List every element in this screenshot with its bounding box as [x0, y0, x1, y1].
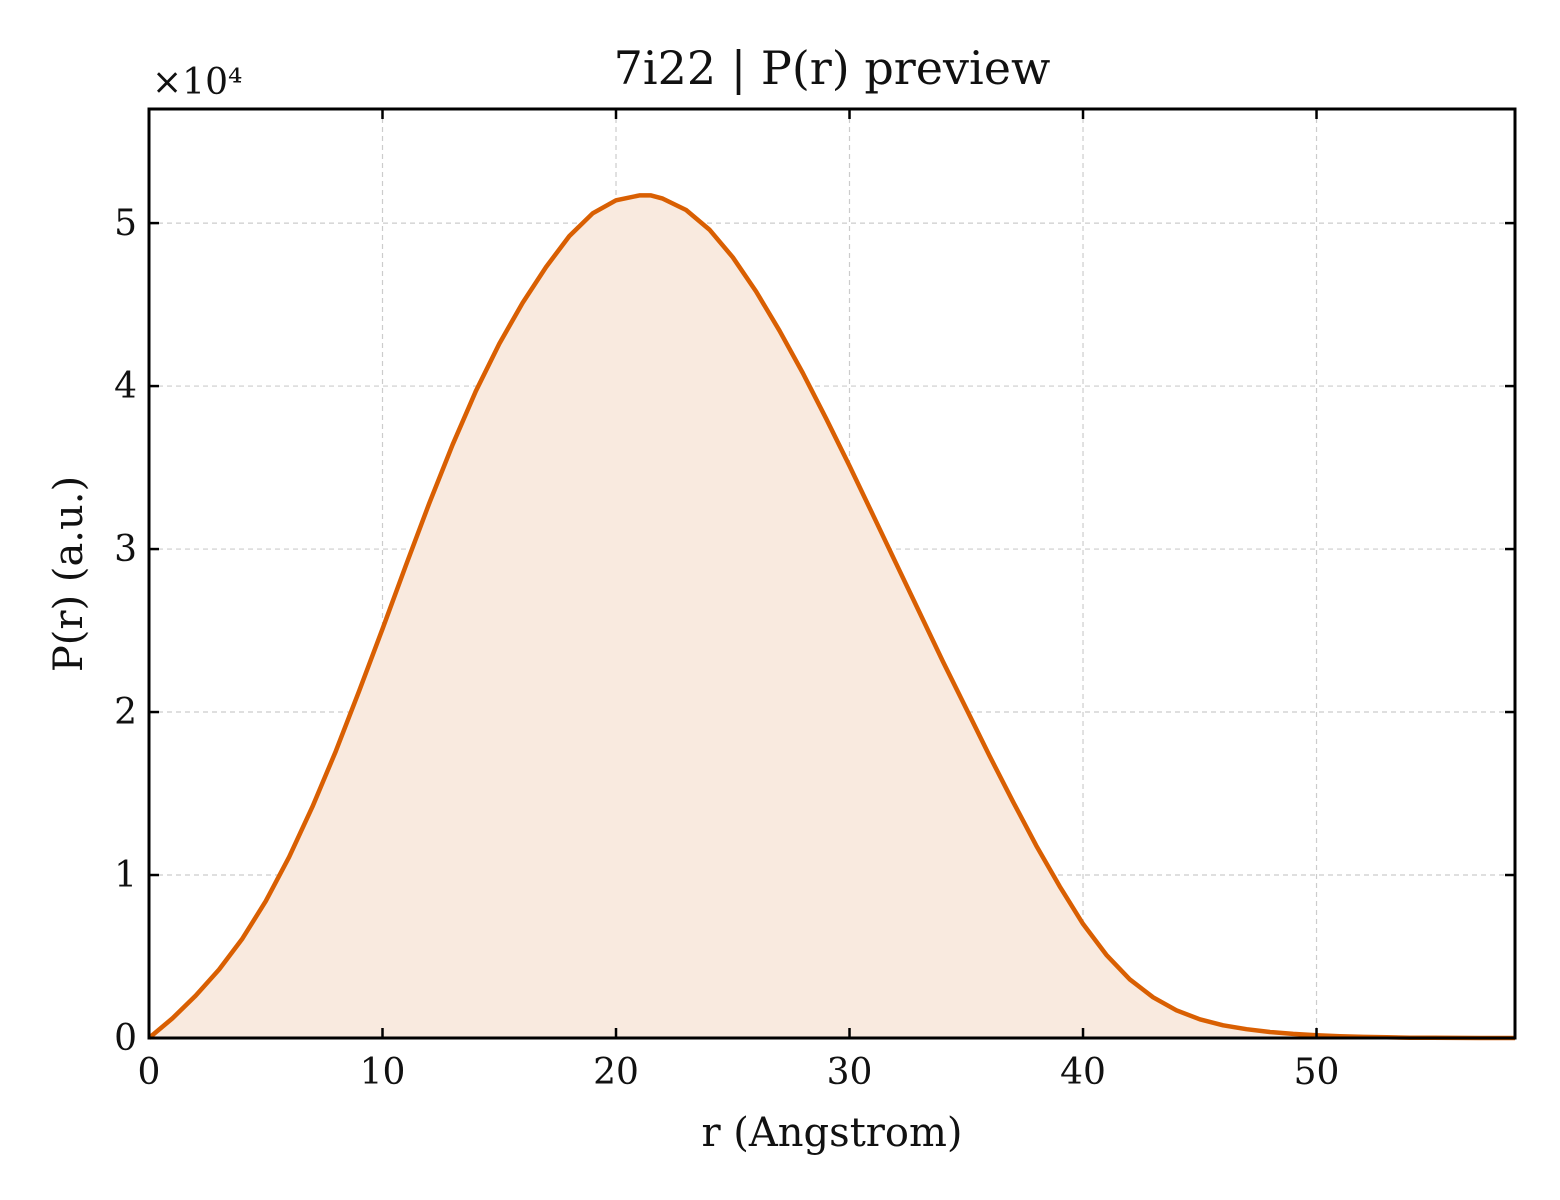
chart-title: 7i22 | P(r) preview [614, 41, 1051, 95]
y-tick-label-2: 2 [114, 692, 137, 733]
y-tick-label-1: 1 [114, 855, 137, 896]
y-tick-label-0: 0 [114, 1018, 137, 1059]
x-tick-label-3: 30 [827, 1052, 873, 1093]
x-tick-label-1: 10 [360, 1052, 406, 1093]
y-axis-label: P(r) (a.u.) [46, 476, 92, 672]
area-fill [149, 195, 1515, 1038]
x-tick-label-5: 50 [1294, 1052, 1340, 1093]
x-axis-label: r (Angstrom) [701, 1110, 962, 1156]
y-tick-label-4: 4 [114, 366, 137, 407]
series-line [147, 193, 1515, 1041]
x-tick-label-2: 20 [593, 1052, 639, 1093]
plot-frame [147, 107, 1517, 1040]
x-tick-label-4: 40 [1060, 1052, 1106, 1093]
y-multiplier: ×10⁴ [152, 62, 242, 103]
x-tick-label-0: 0 [138, 1052, 161, 1093]
ticks: 0 10 20 30 40 50 0 1 2 3 4 5 [114, 109, 1515, 1093]
y-tick-label-3: 3 [114, 529, 137, 570]
y-tick-label-5: 5 [114, 203, 137, 244]
